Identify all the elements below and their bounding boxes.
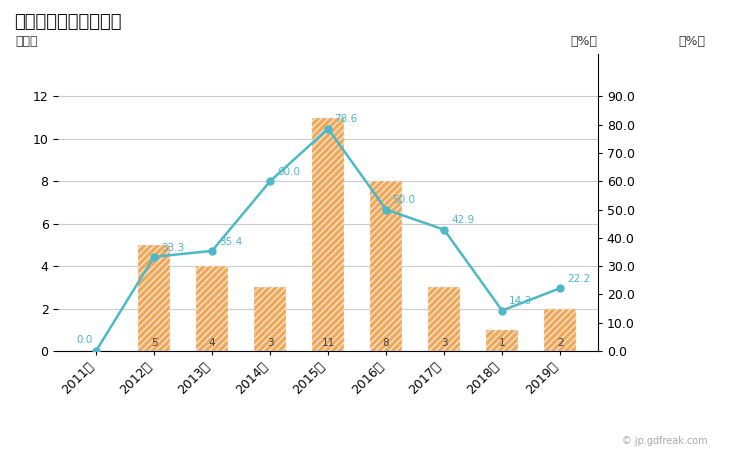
Text: 35.4: 35.4 (219, 237, 242, 247)
Bar (428, 288, 460, 351)
Text: 2: 2 (557, 338, 564, 348)
Text: 0.0: 0.0 (77, 335, 93, 345)
Text: 4: 4 (208, 338, 215, 348)
Text: 22.2: 22.2 (567, 274, 590, 284)
Bar (544, 309, 576, 351)
Bar (370, 181, 402, 351)
Text: 3: 3 (441, 338, 448, 348)
Text: 60.0: 60.0 (277, 167, 300, 177)
Text: 産業用建築物数の推移: 産業用建築物数の推移 (15, 14, 122, 32)
Text: 11: 11 (321, 338, 335, 348)
Text: ［%］: ［%］ (679, 35, 706, 48)
Text: ［%］: ［%］ (571, 35, 598, 48)
Text: ［棟］: ［棟］ (15, 35, 38, 48)
Text: 50.0: 50.0 (392, 195, 415, 205)
Text: 8: 8 (383, 338, 389, 348)
Text: 3: 3 (267, 338, 273, 348)
Bar (138, 245, 170, 351)
Text: 5: 5 (151, 338, 157, 348)
Text: 1: 1 (499, 338, 505, 348)
Bar (254, 288, 286, 351)
Bar (486, 330, 518, 351)
Text: 42.9: 42.9 (451, 216, 475, 225)
Text: © jp.gdfreak.com: © jp.gdfreak.com (622, 436, 707, 446)
Text: 14.3: 14.3 (509, 296, 532, 306)
Bar (196, 266, 228, 351)
Bar (312, 117, 344, 351)
Text: 33.3: 33.3 (161, 243, 184, 252)
Text: 78.6: 78.6 (334, 114, 357, 125)
